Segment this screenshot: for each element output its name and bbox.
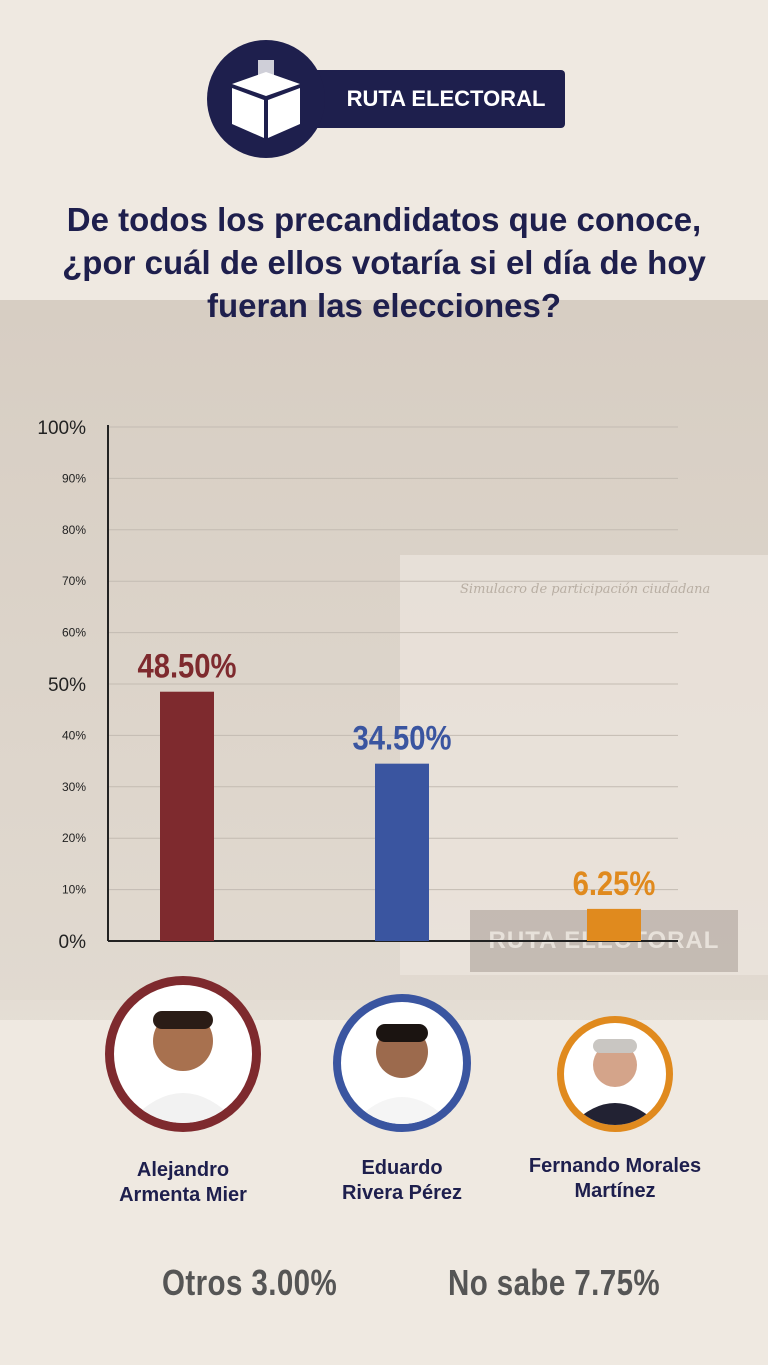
bar-2 xyxy=(375,763,429,941)
candidate-3-name: Fernando Morales Martínez xyxy=(528,1155,702,1202)
y-tick-label: 40% xyxy=(62,728,86,742)
y-tick-label: 0% xyxy=(59,932,87,953)
y-tick-label: 20% xyxy=(62,831,86,845)
bar-value-label-1: 48.50% xyxy=(137,647,236,686)
candidate-2-name: Eduardo Rivera Pérez xyxy=(341,1157,463,1204)
bar-value-label-2: 34.50% xyxy=(352,719,451,758)
y-tick-label: 60% xyxy=(62,626,86,640)
y-tick-label: 90% xyxy=(62,471,86,485)
y-tick-label: 50% xyxy=(48,675,86,696)
y-tick-label: 80% xyxy=(62,523,86,537)
candidate-1-photo xyxy=(105,976,261,1132)
brand-logo: RUTA ELECTORAL xyxy=(207,40,567,158)
ballot-box-icon xyxy=(207,40,325,158)
candidate-2: Eduardo Rivera Pérez xyxy=(322,994,482,1206)
bar-chart: 0% 10% 20% 30% 40% 50% 60% 70% 80% 90% 100% 48.50% 3… xyxy=(37,418,678,953)
question-title: De todos los precandidatos que conoce, ¿… xyxy=(62,201,706,324)
candidate-2-photo xyxy=(333,994,471,1132)
background-board xyxy=(400,555,768,975)
y-tick-label: 10% xyxy=(62,883,86,897)
bar-3 xyxy=(587,908,641,941)
candidate-1: Alejandro Armenta Mier xyxy=(103,976,263,1208)
bar-1 xyxy=(160,691,214,941)
candidate-3-photo xyxy=(557,1016,673,1132)
y-tick-label: 100% xyxy=(37,418,86,439)
y-tick-label: 70% xyxy=(62,574,86,588)
background-board-caption: Simulacro de participación ciudadana xyxy=(460,582,711,597)
brand-name: RUTA ELECTORAL xyxy=(287,70,565,128)
y-tick-label: 30% xyxy=(62,780,86,794)
others-stat: Otros 3.00% xyxy=(162,1262,338,1303)
candidate-3: Fernando Morales Martínez xyxy=(515,1016,715,1204)
candidate-1-name: Alejandro Armenta Mier xyxy=(119,1159,247,1206)
bar-value-label-3: 6.25% xyxy=(573,864,656,903)
unsure-stat: No sabe 7.75% xyxy=(448,1262,661,1303)
